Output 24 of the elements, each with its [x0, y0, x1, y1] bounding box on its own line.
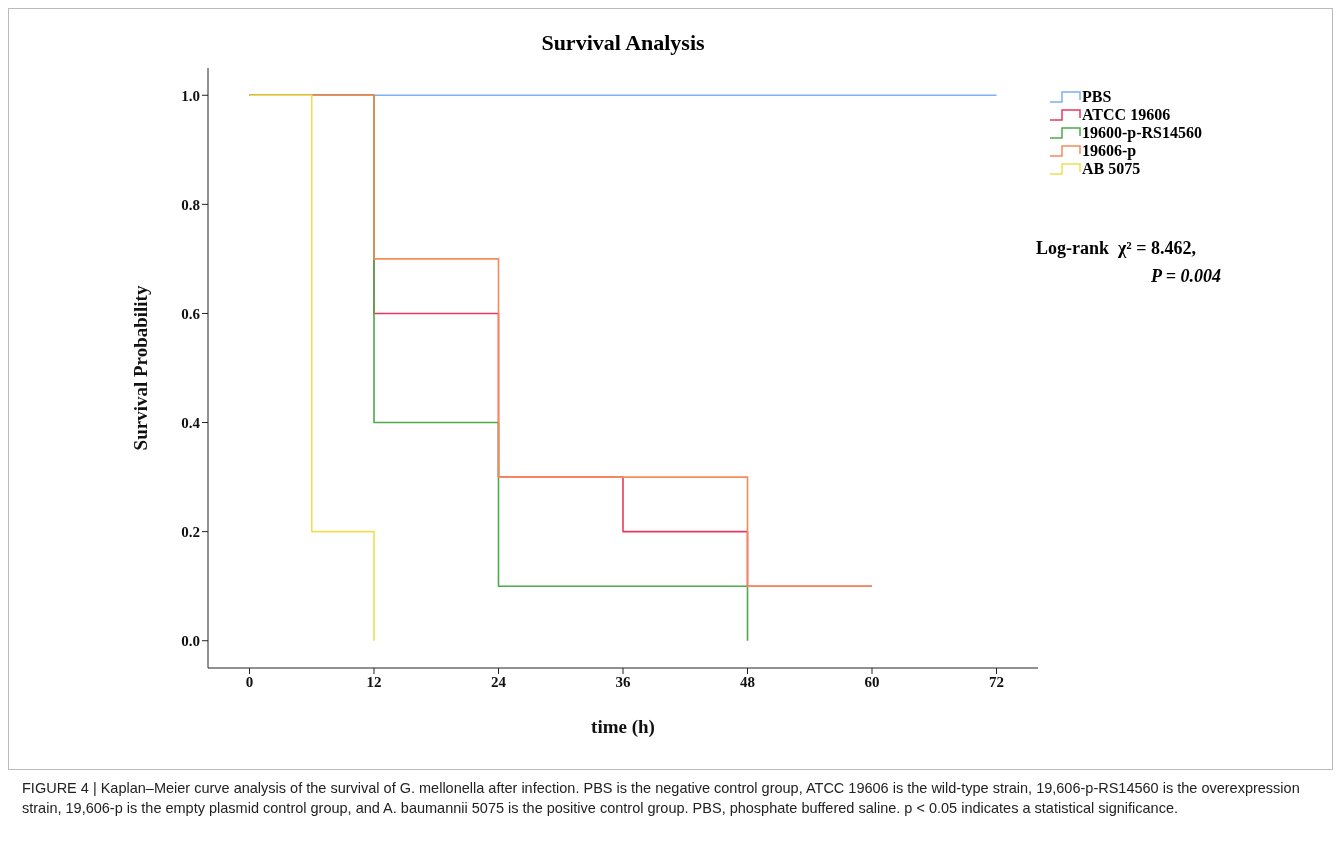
x-tick-label: 0 [245, 673, 254, 690]
annotation: Log-rank χ² = 8.462, [1036, 238, 1196, 259]
x-tick-label: 12 [366, 673, 382, 690]
x-tick-label: 72 [989, 673, 1004, 690]
x-tick-label: 36 [615, 673, 631, 690]
legend-label: 19600-p-RS14560 [1082, 124, 1203, 142]
legend-label: ATCC 19606 [1082, 106, 1171, 124]
y-tick-label: 0.4 [181, 414, 201, 431]
x-tick-label: 24 [491, 673, 507, 690]
x-tick-label: 48 [740, 673, 755, 690]
y-axis-title: Survival Probability [129, 285, 151, 451]
legend-label: PBS [1082, 88, 1112, 106]
y-tick-label: 0.6 [181, 305, 201, 322]
x-axis-title: time (h) [591, 716, 655, 738]
caption: FIGURE 4 | Kaplan–Meier curve analysis of the survival of G. mellonella after infection. PBS is the negative control group, ATCC 19606 is the wild-type strain, 19,606-p-RS14560 is the overexpression strain, 19,606-p is the empty plasmid control group, and A. baumannii 5075 is the positive control group. PBS, phosphate buffered saline. p < 0.05 indicates a statistical significance. [22, 779, 1301, 818]
chart-title: Survival Analysis [540, 30, 706, 56]
y-tick-label: 0.8 [181, 196, 200, 213]
y-tick-label: 0.0 [181, 633, 200, 650]
legend-label: 19606-p [1082, 142, 1137, 160]
text: P = 0.004 [1151, 266, 1222, 287]
x-tick-label: 60 [864, 673, 880, 690]
y-tick-label: 0.2 [181, 523, 200, 540]
legend-label: AB 5075 [1082, 160, 1141, 178]
y-tick-label: 1.0 [181, 87, 200, 104]
